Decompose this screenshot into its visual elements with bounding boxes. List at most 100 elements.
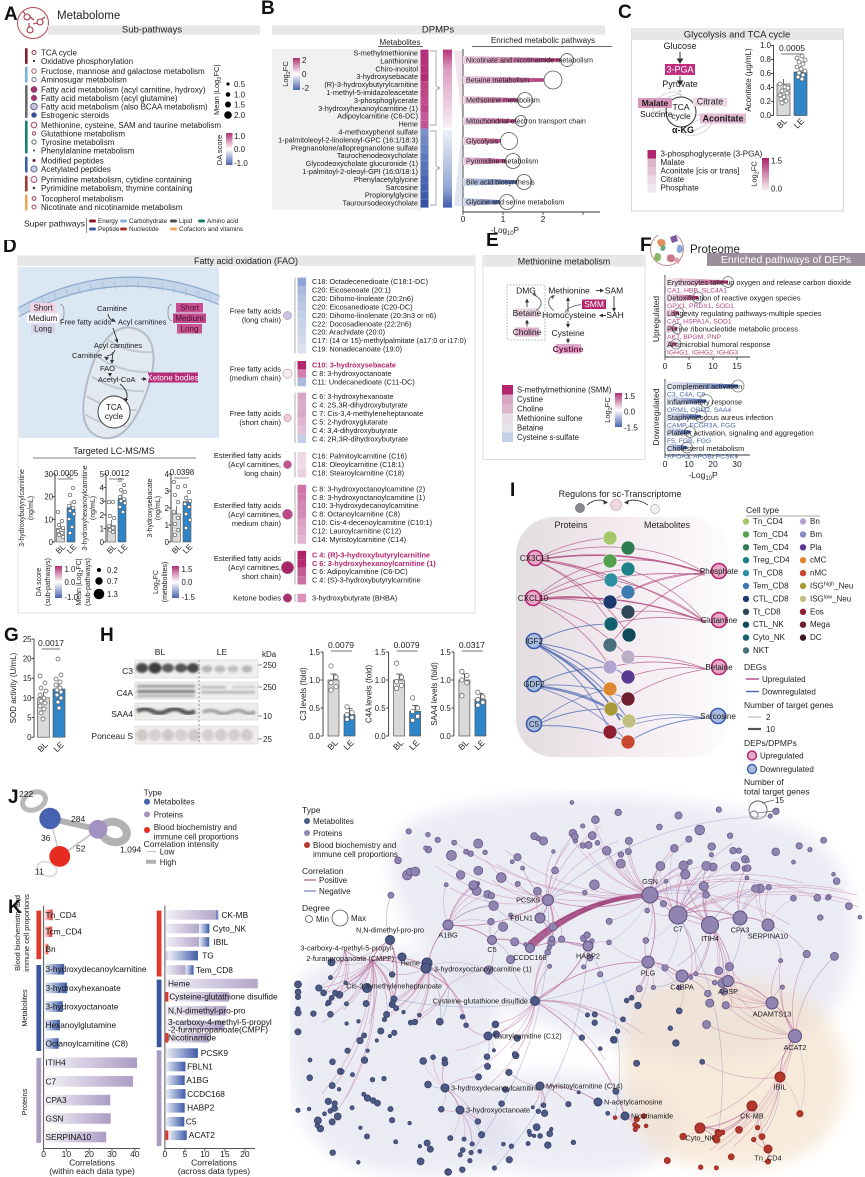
svg-text:Mega: Mega [810, 620, 831, 629]
svg-text:52: 52 [76, 844, 86, 854]
svg-text:Platelet activation, signaling: Platelet activation, signaling and aggre… [667, 429, 814, 438]
svg-text:25: 25 [23, 635, 32, 644]
svg-text:Acyl carnitines: Acyl carnitines [118, 318, 167, 327]
svg-text:0: 0 [663, 361, 668, 371]
svg-text:C 8: Octanoylcarnitine (C8): C 8: Octanoylcarnitine (C8) [312, 510, 400, 519]
svg-text:20: 20 [23, 655, 32, 664]
svg-text:N-acetylcarnosine: N-acetylcarnosine [604, 1098, 662, 1107]
svg-text:BL: BL [391, 737, 406, 752]
svg-text:AHSP: AHSP [718, 987, 738, 996]
svg-text:1.0: 1.0 [375, 676, 387, 685]
svg-text:1.5: 1.5 [182, 565, 194, 574]
svg-text:(short chain): (short chain) [239, 418, 281, 427]
svg-text:36: 36 [41, 833, 51, 843]
svg-text:3-PGA: 3-PGA [666, 65, 693, 75]
svg-text:Heme: Heme [401, 959, 420, 968]
svg-text:NKT: NKT [753, 646, 769, 655]
svg-text:E: E [486, 233, 499, 251]
svg-text:1: 1 [165, 521, 169, 530]
svg-text:Heme: Heme [168, 979, 191, 989]
svg-text:0.5: 0.5 [375, 704, 387, 713]
svg-text:15: 15 [732, 361, 742, 371]
svg-text:1.5: 1.5 [440, 648, 452, 657]
svg-text:222: 222 [19, 789, 33, 799]
svg-text:284: 284 [71, 814, 85, 824]
svg-text:1.5: 1.5 [375, 648, 387, 657]
svg-text:20: 20 [240, 1149, 250, 1159]
svg-text:CAT, HSPA1A, SOD1: CAT, HSPA1A, SOD1 [667, 319, 732, 326]
svg-text:Betaine: Betaine [513, 308, 542, 318]
svg-text:Phenylalanine metabolism: Phenylalanine metabolism [41, 146, 135, 155]
svg-text:CK-MB: CK-MB [221, 910, 248, 920]
svg-text:30: 30 [732, 459, 742, 469]
svg-text:Nicotinate and nicotinamide me: Nicotinate and nicotinamide metabolism [41, 203, 183, 212]
svg-text:C11: Undecanedioate (C11-DC): C11: Undecanedioate (C11-DC) [312, 377, 415, 386]
svg-text:Longevity regulating pathways-: Longevity regulating pathways-multiple s… [667, 309, 822, 318]
svg-text:Betaine: Betaine [705, 663, 733, 672]
svg-text:Tn_CD4: Tn_CD4 [754, 1154, 781, 1163]
svg-text:0.0398: 0.0398 [170, 468, 195, 477]
svg-text:nMC: nMC [810, 569, 827, 578]
svg-text:cMC: cMC [810, 556, 827, 565]
svg-text:0: 0 [461, 214, 466, 224]
svg-text:0.7: 0.7 [107, 577, 118, 586]
svg-text:Complement activation: Complement activation [667, 382, 742, 391]
svg-text:C10: 3-hydroxydecanoylcarnitin: C10: 3-hydroxydecanoylcarnitine [312, 501, 418, 510]
svg-text:Cyto_NK: Cyto_NK [213, 923, 247, 933]
svg-text:Ponceau S: Ponceau S [91, 731, 133, 741]
svg-text:3-hydroxyoctanoate: 3-hydroxyoctanoate [46, 1002, 119, 1012]
svg-text:(R)-3-hydroxybutyrylcarnitine: (R)-3-hydroxybutyrylcarnitine [324, 80, 418, 89]
svg-text:A1BG: A1BG [186, 1075, 208, 1085]
svg-text:SERPINA10: SERPINA10 [46, 1132, 92, 1142]
svg-text:Adipoylcarnitine (C6-DC): Adipoylcarnitine (C6-DC) [337, 112, 418, 121]
svg-text:15: 15 [23, 674, 32, 683]
svg-text:3-hydroxysebacate: 3-hydroxysebacate [147, 478, 154, 537]
svg-text:0.0: 0.0 [182, 578, 194, 587]
svg-text:Estrogenic steroids: Estrogenic steroids [41, 111, 109, 120]
svg-text:FBLN1: FBLN1 [187, 1061, 213, 1071]
svg-text:CAMP, FCGR3A, FGG: CAMP, FCGR3A, FGG [667, 423, 736, 430]
svg-text:Short: Short [180, 304, 200, 313]
svg-text:Acetylated peptides: Acetylated peptides [41, 165, 111, 174]
svg-text:Max: Max [351, 914, 366, 923]
svg-text:BL: BL [35, 739, 50, 754]
svg-text:Aconitate: Aconitate [702, 114, 743, 124]
svg-text:1.0: 1.0 [234, 132, 246, 141]
svg-text:immune cell proportions: immune cell proportions [22, 894, 31, 972]
svg-text:5: 5 [27, 713, 32, 722]
svg-text:Ketone bodies: Ketone bodies [233, 594, 281, 603]
svg-text:GPX1, PRDX1, SOD1: GPX1, PRDX1, SOD1 [667, 303, 734, 310]
svg-text:Correlations: Correlations [69, 1158, 115, 1168]
svg-text:Free fatty acids: Free fatty acids [230, 409, 282, 418]
svg-text:C5: C5 [487, 945, 496, 954]
svg-text:0: 0 [41, 1149, 46, 1159]
svg-text:1-palmitoleoyl-2-linolenoyl-GP: 1-palmitoleoyl-2-linolenoyl-GPC (16:1/18… [278, 135, 418, 144]
svg-text:10: 10 [263, 712, 272, 721]
svg-text:SAA4 levels (fold): SAA4 levels (fold) [430, 662, 439, 726]
svg-text:F: F [640, 235, 652, 256]
svg-text:0: 0 [27, 733, 32, 742]
svg-text:0: 0 [165, 538, 170, 547]
svg-text:1-methyl-5-imidazoleacetate: 1-methyl-5-imidazoleacetate [326, 88, 418, 97]
svg-text:Cyto_NK: Cyto_NK [753, 633, 786, 642]
svg-text:long chain): long chain) [244, 469, 281, 478]
svg-text:Metabolome: Metabolome [57, 10, 120, 22]
svg-text:0: 0 [663, 459, 668, 469]
svg-text:C 8: 3-hydroxyoctanoylcarnitin: C 8: 3-hydroxyoctanoylcarnitine (1) [312, 493, 425, 502]
svg-text:Medium: Medium [29, 314, 58, 323]
svg-text:Cystine: Cystine [517, 395, 543, 404]
svg-text:(ng/mL): (ng/mL) [155, 496, 162, 520]
svg-text:C10: Cis-4-decenoylcarnitine (: C10: Cis-4-decenoylcarnitine (C10:1) [312, 518, 432, 527]
svg-text:1.3: 1.3 [107, 590, 118, 599]
svg-text:Nicotinamide: Nicotinamide [168, 1033, 216, 1043]
svg-text:1.0: 1.0 [309, 676, 321, 685]
svg-text:Glutamine: Glutamine [701, 616, 738, 625]
svg-text:Methionine metabolism: Methionine metabolism [466, 96, 540, 105]
svg-text:Positive: Positive [319, 876, 348, 885]
svg-text:C20: Dihomo-linolenate (20:3n3: C20: Dihomo-linolenate (20:3n3 or n6) [312, 311, 436, 320]
svg-text:C7: C7 [46, 1076, 57, 1086]
svg-text:α-KG: α-KG [672, 125, 694, 135]
svg-text:Log2FC: Log2FC [750, 161, 761, 187]
svg-text:LE: LE [407, 737, 422, 752]
svg-text:Bn: Bn [46, 944, 57, 954]
